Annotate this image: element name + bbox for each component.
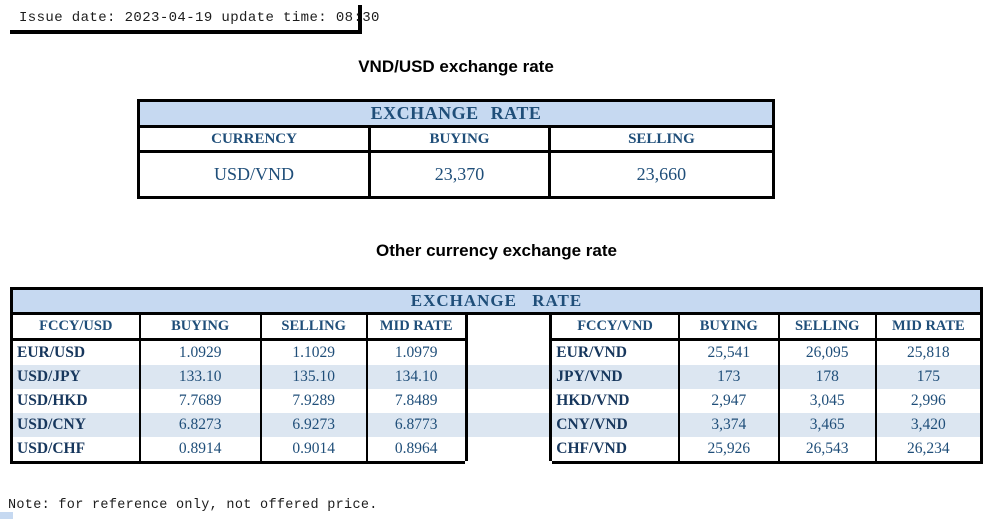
rate-cell: 7.8489 (365, 389, 468, 413)
rate-cell: 6.9273 (259, 413, 368, 437)
table-gap (464, 389, 553, 413)
rate-cell: 3,420 (874, 413, 983, 437)
buying-rate-cell: 23,370 (368, 150, 551, 199)
rate-cell: 135.10 (259, 365, 368, 389)
rate-cell: 26,095 (777, 339, 877, 365)
pair-label: HKD/VND (549, 389, 680, 413)
rate-cell: 25,541 (677, 339, 780, 365)
table-gap (464, 339, 553, 365)
rate-cell: 3,045 (777, 389, 877, 413)
column-header-buying: BUYING (368, 125, 551, 153)
column-header-midrate-right: MID RATE (874, 313, 983, 341)
table-header-row: FCCY/USD BUYING SELLING MID RATE FCCY/VN… (10, 313, 983, 341)
rate-cell: 178 (777, 365, 877, 389)
pair-label: USD/CNY (10, 413, 141, 437)
rate-cell: 25,926 (677, 437, 780, 463)
rate-cell: 0.9014 (259, 437, 368, 463)
table-gap (464, 365, 553, 389)
column-header-fccy-usd: FCCY/USD (10, 313, 141, 341)
rate-cell: 3,465 (777, 413, 877, 437)
pair-label: CNY/VND (549, 413, 680, 437)
column-header-selling-left: SELLING (259, 313, 368, 341)
table-banner-row: EXCHANGE RATE (138, 100, 774, 128)
column-header-buying-right: BUYING (677, 313, 780, 341)
rate-cell: 2,947 (677, 389, 780, 413)
currency-pair-cell: USD/VND (136, 150, 372, 199)
column-header-selling: SELLING (547, 125, 776, 153)
rate-cell: 25,818 (874, 339, 983, 365)
exchange-rate-banner: EXCHANGE RATE (138, 100, 774, 128)
column-header-buying-left: BUYING (138, 313, 262, 341)
other-table-title: Other currency exchange rate (376, 241, 617, 260)
pair-label: USD/JPY (10, 365, 141, 389)
rate-cell: 2,996 (874, 389, 983, 413)
table-banner-row: EXCHANGE RATE (10, 288, 983, 315)
table-row: EUR/USD 1.0929 1.1029 1.0979 EUR/VND 25,… (10, 339, 983, 365)
table-row: USD/CNY 6.8273 6.9273 6.8773 CNY/VND 3,3… (10, 413, 983, 437)
table-header-row: CURRENCY BUYING SELLING (136, 125, 776, 153)
issue-date-text: Issue date: 2023-04-19 update time: 08:3… (19, 9, 380, 26)
column-header-selling-right: SELLING (777, 313, 877, 341)
pair-label: CHF/VND (549, 437, 680, 463)
usd-rate-table: EXCHANGE RATE CURRENCY BUYING SELLING US… (136, 99, 776, 199)
rate-cell: 3,374 (677, 413, 780, 437)
rate-cell: 134.10 (365, 365, 468, 389)
other-rate-table: EXCHANGE RATE FCCY/USD BUYING SELLING MI… (10, 287, 983, 464)
rate-cell: 1.1029 (259, 339, 368, 365)
rate-cell: 0.8964 (365, 437, 468, 463)
table-row: USD/HKD 7.7689 7.9289 7.8489 HKD/VND 2,9… (10, 389, 983, 413)
rate-cell: 26,234 (874, 437, 983, 463)
rate-cell: 175 (874, 365, 983, 389)
rate-cell: 1.0929 (138, 339, 262, 365)
table-row: USD/CHF 0.8914 0.9014 0.8964 CHF/VND 25,… (10, 437, 983, 464)
usd-table-title: VND/USD exchange rate (358, 57, 554, 76)
table-gap (464, 437, 553, 464)
rate-cell: 7.9289 (259, 389, 368, 413)
rate-cell: 173 (677, 365, 780, 389)
corner-fragment (0, 512, 13, 519)
rate-cell: 1.0979 (365, 339, 468, 365)
column-header-currency: CURRENCY (136, 125, 372, 153)
table-gap (464, 313, 553, 340)
table-gap (464, 413, 553, 437)
note-text: Note: for reference only, not offered pr… (8, 498, 378, 513)
table-row: USD/VND 23,370 23,660 (136, 150, 776, 199)
exchange-rate-banner: EXCHANGE RATE (10, 288, 983, 315)
selling-rate-cell: 23,660 (547, 150, 776, 199)
column-header-fccy-vnd: FCCY/VND (549, 313, 680, 341)
table-row: USD/JPY 133.10 135.10 134.10 JPY/VND 173… (10, 365, 983, 389)
rate-cell: 6.8273 (138, 413, 262, 437)
rate-cell: 26,543 (777, 437, 877, 463)
pair-label: EUR/USD (10, 339, 141, 365)
pair-label: USD/HKD (10, 389, 141, 413)
rate-cell: 0.8914 (138, 437, 262, 463)
issue-date-box: Issue date: 2023-04-19 update time: 08:3… (10, 5, 379, 34)
pair-label: EUR/VND (549, 339, 680, 365)
rate-cell: 133.10 (138, 365, 262, 389)
column-header-midrate-left: MID RATE (365, 313, 468, 341)
pair-label: USD/CHF (10, 437, 141, 463)
rate-cell: 7.7689 (138, 389, 262, 413)
pair-label: JPY/VND (549, 365, 680, 389)
rate-cell: 6.8773 (365, 413, 468, 437)
